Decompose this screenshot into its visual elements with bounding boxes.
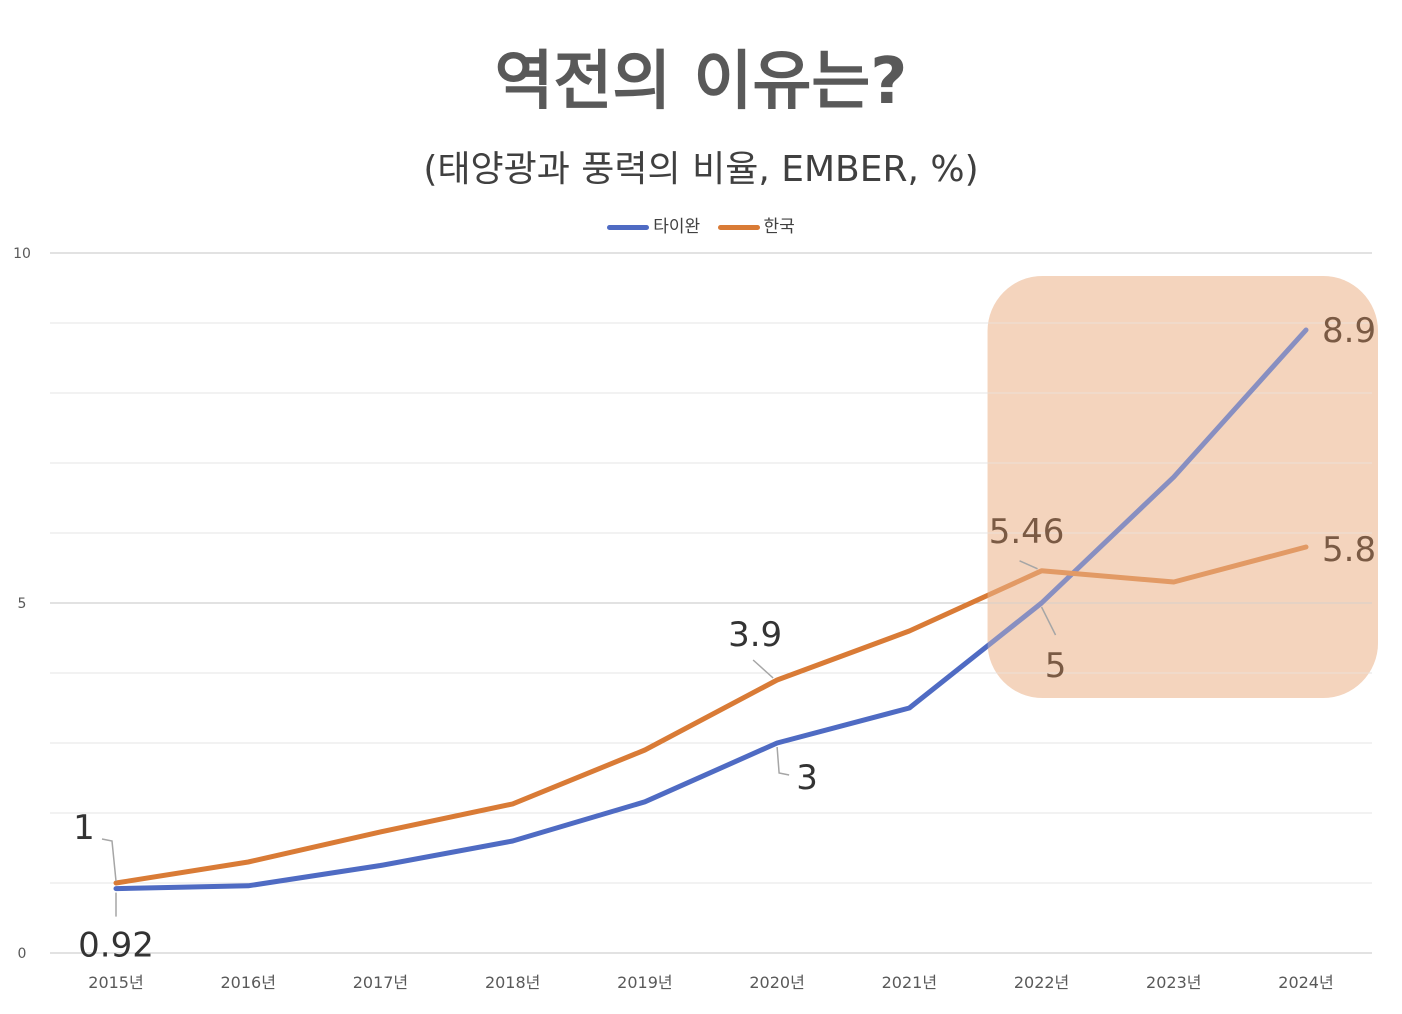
series-line-taiwan bbox=[113, 327, 1309, 892]
data-label: 8.9 bbox=[1322, 311, 1376, 351]
legend-item-korea: 한국 bbox=[717, 212, 795, 237]
highlight-box bbox=[987, 276, 1378, 698]
data-label-leader bbox=[752, 659, 774, 679]
data-label: 3 bbox=[796, 758, 818, 798]
chart-subtitle: (태양광과 풍력의 비율, EMBER, %) bbox=[423, 149, 979, 190]
data-label: 1 bbox=[73, 808, 95, 848]
x-tick-label: 2022년 bbox=[1014, 973, 1069, 992]
data-label-leader bbox=[1040, 606, 1057, 636]
x-tick-label: 2015년 bbox=[88, 973, 143, 992]
x-tick-label: 2019년 bbox=[617, 973, 672, 992]
series-line-korea bbox=[113, 544, 1309, 886]
data-label-leader bbox=[1019, 560, 1038, 570]
data-label-leader bbox=[776, 746, 790, 776]
legend: 타이완 한국 bbox=[0, 212, 1402, 237]
legend-label-taiwan: 타이완 bbox=[653, 217, 701, 237]
legend-swatch-korea bbox=[717, 224, 760, 230]
y-tick-label: 10 bbox=[13, 246, 31, 262]
x-tick-label: 2024년 bbox=[1278, 973, 1333, 992]
legend-label-korea: 한국 bbox=[763, 217, 795, 237]
x-tick-label: 2021년 bbox=[882, 973, 937, 992]
data-label: 5 bbox=[1045, 646, 1067, 686]
x-tick-label: 2018년 bbox=[485, 973, 540, 992]
x-tick-label: 2016년 bbox=[220, 973, 275, 992]
legend-swatch-taiwan bbox=[607, 224, 650, 230]
data-label: 3.9 bbox=[728, 615, 782, 655]
chart-title: 역전의 이유는? bbox=[494, 45, 908, 119]
legend-item-taiwan: 타이완 bbox=[607, 212, 700, 237]
x-tick-label: 2023년 bbox=[1146, 973, 1201, 992]
data-label: 5.8 bbox=[1322, 530, 1376, 570]
x-tick-label: 2017년 bbox=[353, 973, 408, 992]
y-tick-label: 5 bbox=[18, 596, 27, 612]
data-label-leader bbox=[101, 838, 117, 882]
y-tick-label: 0 bbox=[18, 946, 27, 962]
data-label: 5.46 bbox=[989, 512, 1065, 552]
highlight-overlay bbox=[987, 276, 1378, 698]
x-tick-label: 2020년 bbox=[749, 973, 804, 992]
data-label: 0.92 bbox=[78, 926, 154, 966]
